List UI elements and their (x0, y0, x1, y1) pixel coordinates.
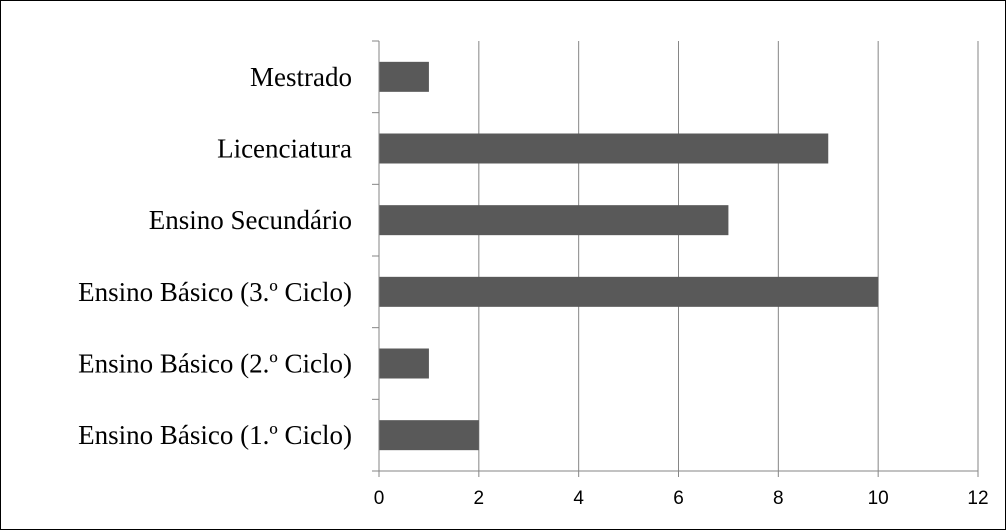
x-tick-label: 4 (573, 488, 584, 509)
bars (379, 61, 879, 451)
x-tick-label: 0 (374, 488, 385, 509)
bar (379, 276, 879, 307)
bar (379, 420, 479, 451)
category-label: Ensino Básico (1.º Ciclo) (78, 420, 352, 450)
category-label: Ensino Básico (2.º Ciclo) (78, 349, 352, 379)
bar (379, 61, 429, 92)
gridlines (478, 41, 979, 477)
x-tick-labels: 0 2 4 6 8 10 12 (374, 488, 989, 509)
x-tick-label: 12 (967, 488, 988, 509)
x-tick-label: 2 (474, 488, 485, 509)
category-label: Ensino Básico (3.º Ciclo) (78, 277, 352, 307)
bar (379, 205, 729, 236)
category-label: Licenciatura (217, 134, 352, 164)
x-tick-label: 6 (673, 488, 684, 509)
bar (379, 133, 829, 164)
x-tick-label: 8 (773, 488, 784, 509)
category-label: Ensino Secundário (149, 205, 352, 235)
category-labels: Mestrado Licenciatura Ensino Secundário Ens… (78, 62, 352, 450)
category-label: Mestrado (250, 62, 352, 92)
axes (372, 40, 978, 477)
x-tick-label: 10 (868, 488, 889, 509)
bar (379, 348, 429, 379)
